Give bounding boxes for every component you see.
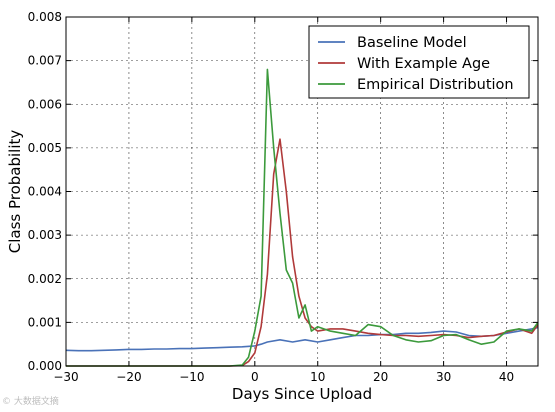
legend-entry-label: Baseline Model (357, 35, 467, 51)
y-tick-label: 0.003 (28, 228, 62, 242)
x-tick-label: 10 (310, 370, 325, 384)
x-tick-label: 30 (436, 370, 451, 384)
x-tick-label: −20 (116, 370, 141, 384)
y-tick-label: 0.001 (28, 315, 62, 329)
y-tick-label: 0.006 (28, 97, 62, 111)
legend: Baseline Model With Example Age Empirical … (308, 25, 530, 99)
legend-box (308, 25, 530, 99)
watermark: © 大数据文摘 (2, 397, 59, 407)
legend-entry-label: With Example Age (357, 56, 490, 72)
x-tick-label: 20 (373, 370, 388, 384)
series-line-2 (66, 138, 539, 367)
grid (66, 17, 538, 366)
y-axis-label: Class Probability (6, 130, 24, 254)
y-tick-label: 0.000 (28, 359, 62, 373)
legend-entry-label: Empirical Distribution (357, 77, 514, 93)
x-tick-label: −30 (53, 370, 78, 384)
series-lines (65, 68, 539, 367)
series-line-3 (66, 68, 539, 367)
x-axis-label: Days Since Upload (232, 385, 372, 403)
x-tick-label: 0 (251, 370, 259, 384)
axis-ticks: −30 −20 −10 0 10 20 30 40 0.000 0.001 0.002 0.003 0.… (28, 10, 538, 384)
x-tick-label: 40 (499, 370, 514, 384)
x-tick-label: −10 (179, 370, 204, 384)
y-tick-label: 0.004 (28, 185, 62, 199)
y-tick-label: 0.007 (28, 54, 62, 68)
y-tick-label: 0.002 (28, 272, 62, 286)
series-line-1 (65, 326, 539, 352)
y-tick-label: 0.005 (28, 141, 62, 155)
y-tick-label: 0.008 (28, 10, 62, 24)
